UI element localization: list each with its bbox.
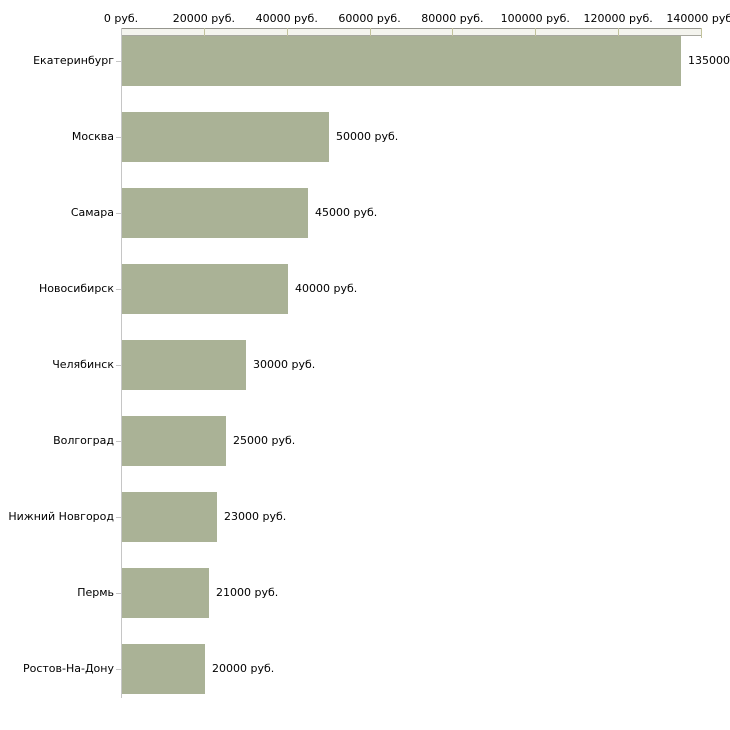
bar	[122, 340, 246, 390]
bar-rows: Екатеринбург 135000 Москва 50000 руб. Са…	[0, 36, 730, 694]
x-axis-tick-label: 20000 руб.	[172, 12, 235, 25]
category-label: Новосибирск	[38, 282, 114, 295]
bar	[122, 36, 681, 86]
bar	[122, 568, 209, 618]
category-tick	[116, 593, 121, 594]
category-label: Самара	[70, 206, 114, 219]
x-axis-tick	[535, 28, 536, 38]
bar	[122, 264, 288, 314]
value-label: 23000 руб.	[224, 510, 287, 523]
bar-row: Москва 50000 руб.	[0, 112, 730, 162]
x-axis-tick-label: 140000 руб.	[666, 12, 730, 25]
value-label: 40000 руб.	[295, 282, 358, 295]
category-tick	[116, 213, 121, 214]
x-axis-tick-label: 100000 руб.	[500, 12, 570, 25]
category-tick	[116, 517, 121, 518]
bar-row: Волгоград 25000 руб.	[0, 416, 730, 466]
value-label: 20000 руб.	[212, 662, 275, 675]
bar-row: Нижний Новгород 23000 руб.	[0, 492, 730, 542]
x-axis-tick-label: 40000 руб.	[255, 12, 318, 25]
category-label: Нижний Новгород	[8, 510, 114, 523]
category-tick	[116, 669, 121, 670]
category-tick	[116, 441, 121, 442]
category-label: Пермь	[77, 586, 114, 599]
bar-row: Пермь 21000 руб.	[0, 568, 730, 618]
bar	[122, 492, 217, 542]
value-label: 30000 руб.	[253, 358, 316, 371]
bar-row: Самара 45000 руб.	[0, 188, 730, 238]
x-axis-tick	[287, 28, 288, 38]
value-label: 25000 руб.	[233, 434, 296, 447]
bar-row: Челябинск 30000 руб.	[0, 340, 730, 390]
x-axis-tick-label: 0 руб.	[103, 12, 139, 25]
category-tick	[116, 289, 121, 290]
bar-row: Екатеринбург 135000	[0, 36, 730, 86]
value-label: 135000	[688, 54, 730, 67]
category-label: Волгоград	[53, 434, 114, 447]
category-label: Екатеринбург	[33, 54, 114, 67]
category-tick	[116, 137, 121, 138]
bar	[122, 644, 205, 694]
bar	[122, 188, 308, 238]
x-axis-tick-label: 60000 руб.	[338, 12, 401, 25]
x-axis-line	[121, 28, 702, 36]
bar-row: Ростов-На-Дону 20000 руб.	[0, 644, 730, 694]
category-label: Ростов-На-Дону	[22, 662, 114, 675]
category-tick	[116, 365, 121, 366]
bar-row: Новосибирск 40000 руб.	[0, 264, 730, 314]
x-axis-tick-label: 120000 руб.	[583, 12, 653, 25]
bar	[122, 112, 329, 162]
x-axis-tick	[204, 28, 205, 38]
category-label: Челябинск	[52, 358, 114, 371]
value-label: 21000 руб.	[216, 586, 279, 599]
value-label: 50000 руб.	[336, 130, 399, 143]
x-axis-tick	[701, 28, 702, 38]
x-axis-tick	[618, 28, 619, 38]
x-axis-tick-label: 80000 руб.	[421, 12, 484, 25]
x-axis-tick	[370, 28, 371, 38]
bar	[122, 416, 226, 466]
category-label: Москва	[71, 130, 114, 143]
x-axis-tick	[452, 28, 453, 38]
category-tick	[116, 61, 121, 62]
y-axis-line	[121, 28, 122, 698]
value-label: 45000 руб.	[315, 206, 378, 219]
